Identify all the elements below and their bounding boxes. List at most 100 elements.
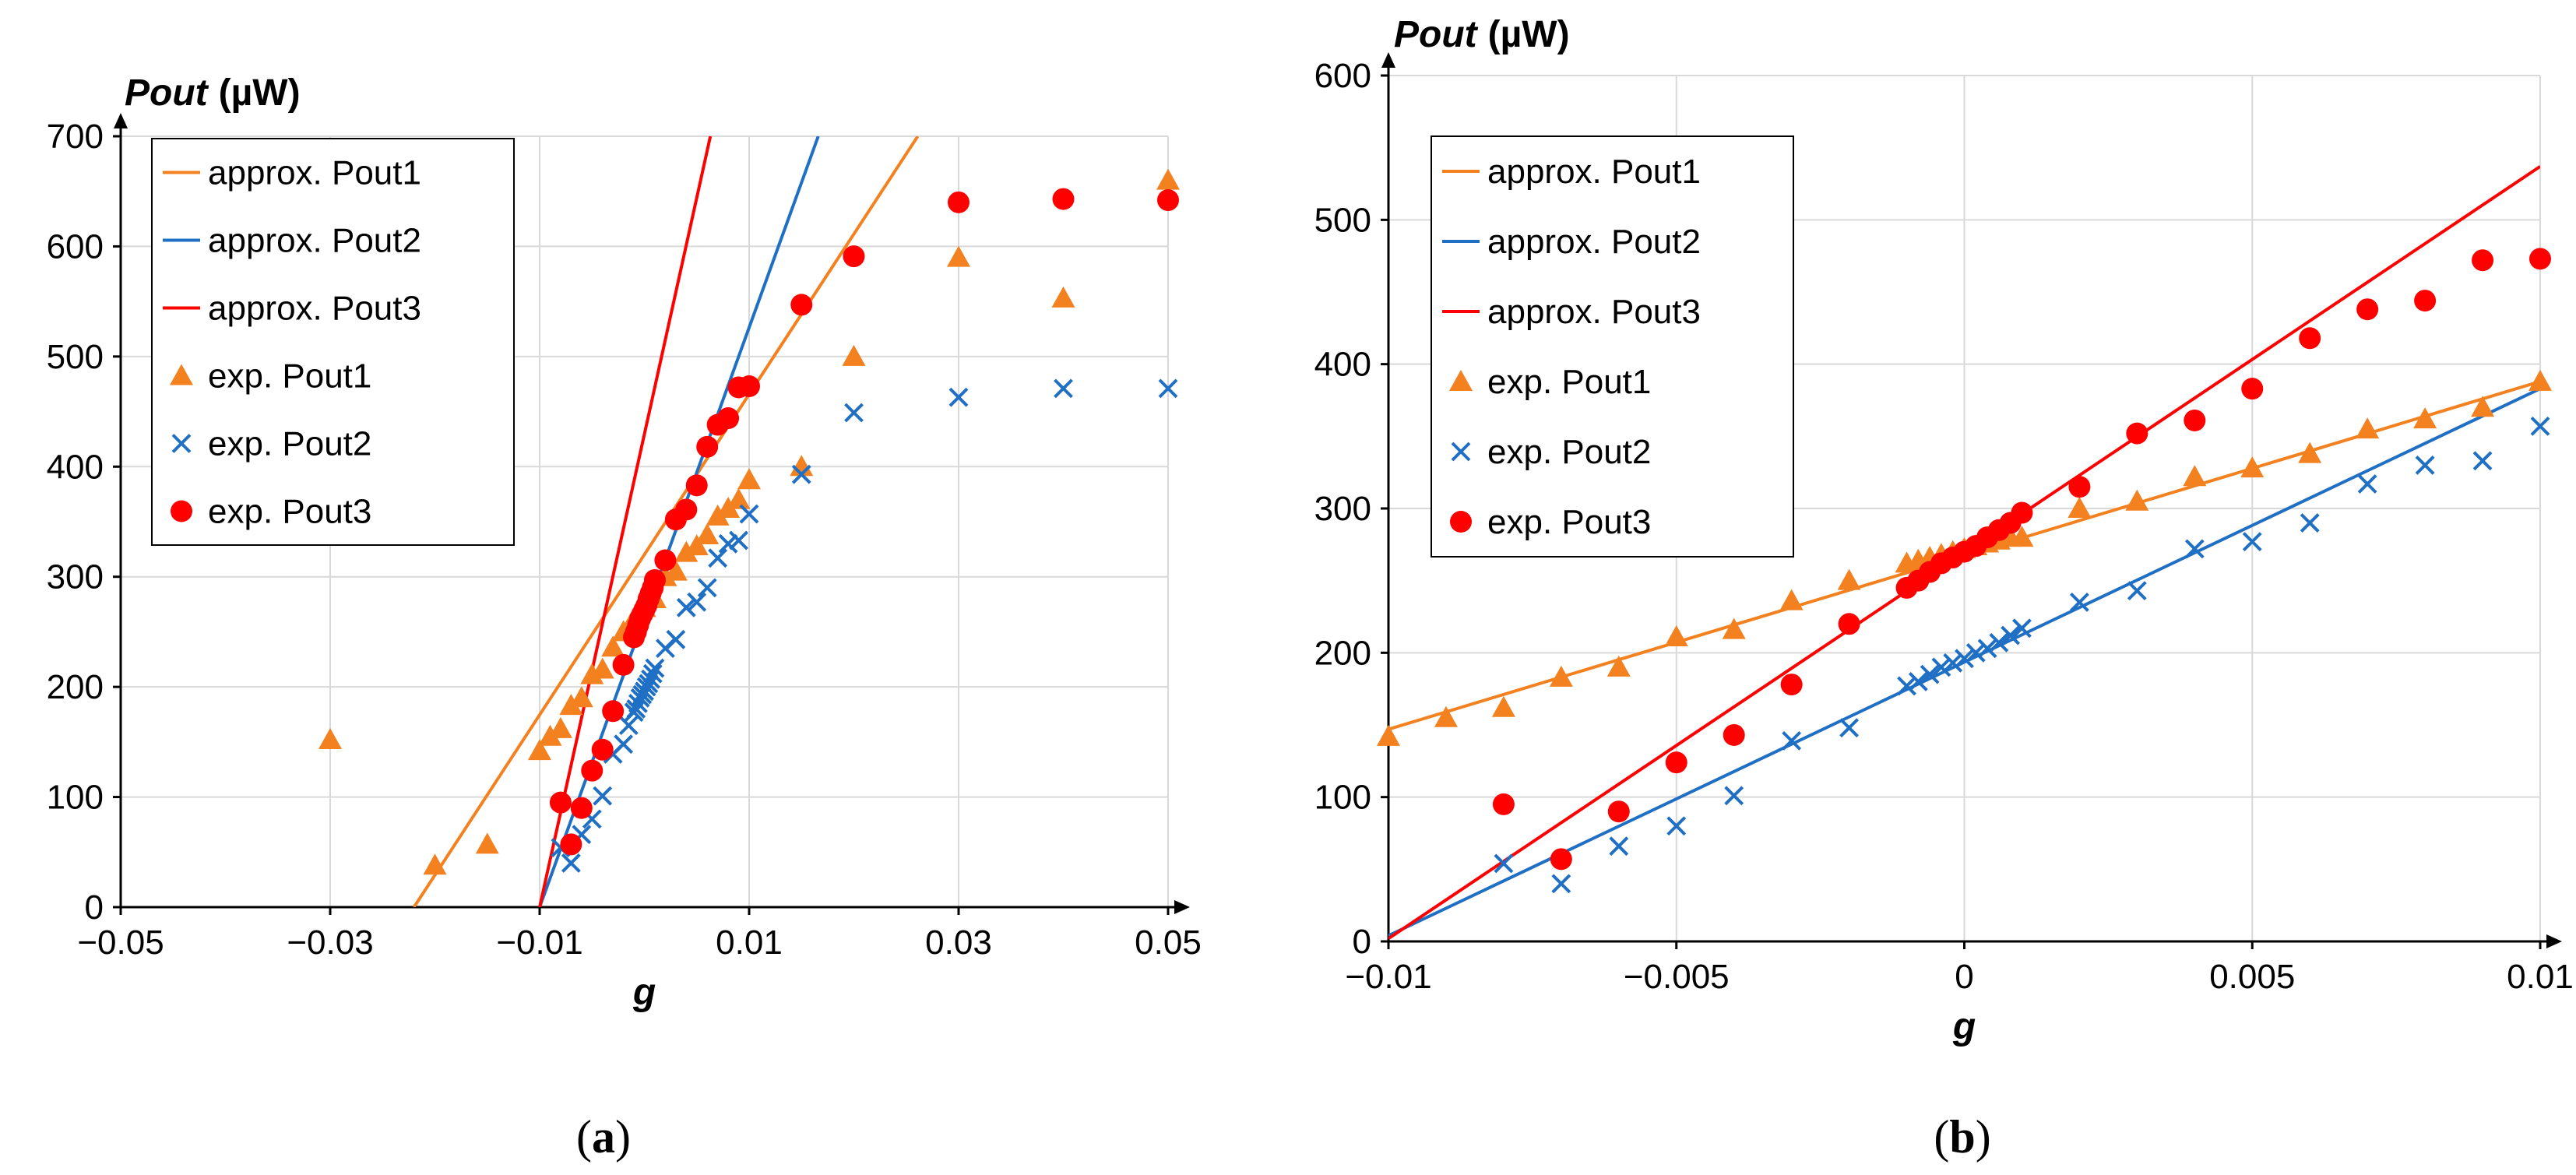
x-tick-label: 0 <box>1955 958 1973 996</box>
data-point-exp-pout2 <box>844 403 864 423</box>
data-point-exp-pout1 <box>601 635 625 657</box>
x-tick-label: 0.03 <box>925 923 992 962</box>
data-point-exp-pout2 <box>641 669 660 689</box>
data-point-exp-pout3 <box>2529 248 2551 270</box>
y-tick-label: 300 <box>47 558 104 596</box>
data-point-exp-pout2 <box>1054 378 1073 399</box>
legend: approx. Pout1 approx. Pout2 approx. Pout3 e… <box>151 138 515 546</box>
data-point-exp-pout2 <box>697 578 717 598</box>
legend-entry: exp. Pout1 <box>208 357 371 396</box>
data-point-exp-pout2 <box>593 786 613 806</box>
data-point-exp-pout3 <box>685 474 708 497</box>
legend-box <box>1431 135 1794 558</box>
x-axis-label: g <box>632 972 656 1013</box>
data-point-exp-pout2 <box>2472 451 2493 471</box>
data-point-exp-pout2 <box>739 504 759 524</box>
y-tick-label: 400 <box>1314 346 1371 384</box>
data-point-exp-pout2 <box>1931 657 1951 677</box>
data-point-exp-pout1 <box>548 716 572 738</box>
data-point-exp-pout1 <box>2125 489 2149 511</box>
legend-entry: approx. Pout1 <box>208 154 421 192</box>
data-point-exp-pout1 <box>1156 168 1180 190</box>
chart-panel-a: −0.05 −0.03 −0.01 0.01 0.03 0.05 0 100 200 300 400… <box>47 72 1202 1163</box>
x-tick-label: −0.01 <box>1345 958 1431 996</box>
data-point-exp-pout3 <box>654 549 677 572</box>
data-point-exp-pout3 <box>675 498 698 521</box>
y-axis-label: Pout (µW) <box>1394 14 1570 55</box>
legend-entry: exp. Pout2 <box>1487 433 1651 471</box>
y-axis-label: Pout (µW) <box>125 72 301 114</box>
data-point-exp-pout1 <box>1664 624 1688 646</box>
data-point-exp-pout2 <box>1943 653 1963 673</box>
data-point-exp-pout2 <box>1782 730 1802 751</box>
data-point-exp-pout2 <box>2184 539 2205 559</box>
legend-entry: approx. Pout2 <box>208 222 421 260</box>
data-point-exp-pout3 <box>696 435 719 458</box>
legend-swatch <box>1449 370 1473 391</box>
data-point-exp-pout2 <box>791 464 811 484</box>
data-point-exp-pout2 <box>1897 676 1916 696</box>
data-point-exp-pout3 <box>1492 793 1515 815</box>
y-axis-arrow-icon <box>1381 52 1395 68</box>
series-line-approx-pout3 <box>538 136 713 907</box>
data-point-exp-pout3 <box>612 653 635 676</box>
data-point-exp-pout1 <box>1051 286 1075 308</box>
legend-entry: approx. Pout1 <box>1487 153 1701 191</box>
legend-entry: exp. Pout3 <box>1487 503 1651 541</box>
data-point-exp-pout2 <box>639 674 659 694</box>
legend-entry: approx. Pout2 <box>1487 223 1701 261</box>
data-point-exp-pout1 <box>538 724 562 746</box>
data-point-exp-pout3 <box>1665 751 1687 774</box>
data-point-exp-pout1 <box>2413 407 2437 429</box>
data-point-exp-pout2 <box>1666 816 1687 836</box>
data-point-exp-pout3 <box>2068 476 2091 498</box>
data-point-exp-pout3 <box>2241 378 2264 400</box>
legend-swatch <box>171 500 192 522</box>
data-point-exp-pout1 <box>663 559 688 581</box>
data-point-exp-pout3 <box>1838 613 1860 635</box>
data-point-exp-pout2 <box>948 387 969 407</box>
data-point-exp-pout2 <box>2001 625 2021 646</box>
y-tick-label: 300 <box>1314 490 1371 528</box>
data-point-exp-pout3 <box>1550 848 1572 871</box>
data-point-exp-pout2 <box>1609 836 1629 857</box>
data-point-exp-pout1 <box>1434 705 1458 727</box>
data-point-exp-pout3 <box>581 759 604 782</box>
x-tick-label: 0.01 <box>2507 958 2574 996</box>
legend-entry: exp. Pout1 <box>1487 363 1651 401</box>
data-point-exp-pout2 <box>1724 786 1744 806</box>
y-tick-label: 200 <box>47 668 104 706</box>
data-point-exp-pout2 <box>1920 664 1940 684</box>
data-point-exp-pout3 <box>549 791 572 814</box>
data-point-exp-pout1 <box>947 245 970 267</box>
data-point-exp-pout1 <box>727 487 751 509</box>
data-point-exp-pout3 <box>2126 422 2148 445</box>
data-point-exp-pout1 <box>1549 665 1573 687</box>
y-tick-label: 600 <box>47 227 104 266</box>
x-tick-label: 0.01 <box>716 923 783 962</box>
data-point-exp-pout1 <box>2067 497 2092 518</box>
legend-entry: exp. Pout3 <box>208 493 371 531</box>
data-point-exp-pout1 <box>684 534 709 556</box>
data-point-exp-pout1 <box>423 853 447 875</box>
data-point-exp-pout3 <box>643 568 666 591</box>
data-point-exp-pout3 <box>717 407 740 430</box>
chart-panel-b: −0.01 −0.005 0 0.005 0.01 0 100 200 300 400 500 600… <box>1314 14 2574 1163</box>
data-point-exp-pout2 <box>1494 853 1514 874</box>
data-point-exp-pout1 <box>1491 695 1515 717</box>
x-axis-arrow-icon <box>1174 900 1190 914</box>
legend-box <box>151 138 515 546</box>
data-point-exp-pout2 <box>2415 455 2435 475</box>
data-point-exp-pout3 <box>1157 189 1179 212</box>
data-point-exp-pout1 <box>2471 396 2495 417</box>
x-tick-label: 0.005 <box>2209 958 2295 996</box>
data-point-exp-pout3 <box>790 294 813 316</box>
data-point-exp-pout2 <box>2127 581 2147 601</box>
panel-caption: (b) <box>1934 1111 1990 1163</box>
data-point-exp-pout1 <box>1377 724 1400 746</box>
data-point-exp-pout3 <box>2184 409 2206 431</box>
data-point-exp-pout2 <box>2012 618 2032 639</box>
data-point-exp-pout3 <box>2011 501 2033 524</box>
data-point-exp-pout1 <box>790 455 814 477</box>
data-point-exp-pout2 <box>2530 416 2550 436</box>
